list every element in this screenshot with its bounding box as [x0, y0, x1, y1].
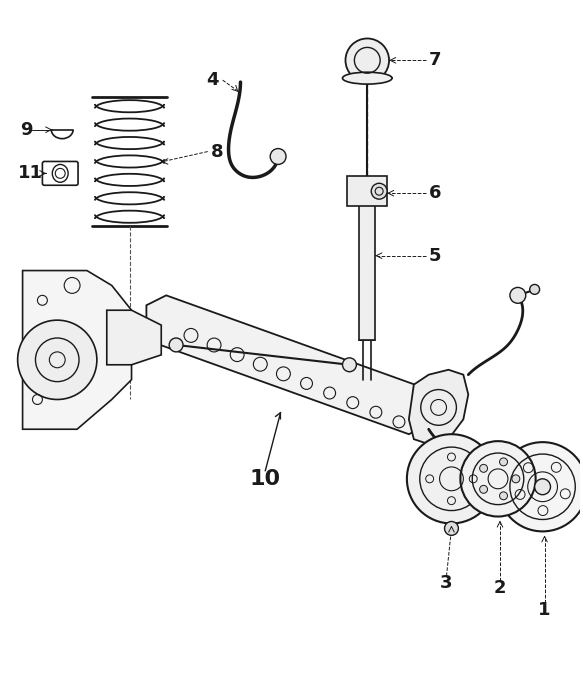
Circle shape [500, 492, 507, 500]
Circle shape [270, 149, 286, 164]
Polygon shape [347, 176, 387, 206]
Text: 1: 1 [538, 601, 551, 619]
Text: 11: 11 [17, 164, 43, 183]
Circle shape [169, 338, 183, 352]
Circle shape [371, 183, 387, 199]
Polygon shape [23, 270, 132, 429]
Circle shape [17, 320, 97, 400]
Text: 4: 4 [206, 71, 219, 89]
Circle shape [510, 287, 526, 304]
Circle shape [480, 464, 487, 473]
Polygon shape [107, 310, 161, 365]
Circle shape [495, 446, 511, 462]
Circle shape [407, 434, 496, 523]
Circle shape [480, 485, 487, 493]
Polygon shape [409, 370, 468, 444]
Text: 8: 8 [211, 143, 223, 160]
Circle shape [342, 358, 356, 372]
Circle shape [461, 441, 536, 516]
Circle shape [512, 475, 520, 483]
Circle shape [500, 458, 507, 466]
Polygon shape [146, 295, 429, 434]
Circle shape [444, 521, 458, 535]
Text: 6: 6 [429, 184, 441, 202]
Text: 3: 3 [440, 574, 453, 592]
Ellipse shape [342, 72, 392, 84]
Text: 5: 5 [429, 247, 441, 265]
Polygon shape [359, 196, 375, 340]
Circle shape [498, 442, 583, 531]
Text: 9: 9 [20, 121, 33, 139]
Circle shape [346, 39, 389, 82]
Text: 7: 7 [429, 51, 441, 70]
Circle shape [535, 479, 550, 495]
Text: 10: 10 [250, 469, 281, 489]
Text: 2: 2 [494, 579, 506, 597]
Circle shape [530, 285, 540, 294]
